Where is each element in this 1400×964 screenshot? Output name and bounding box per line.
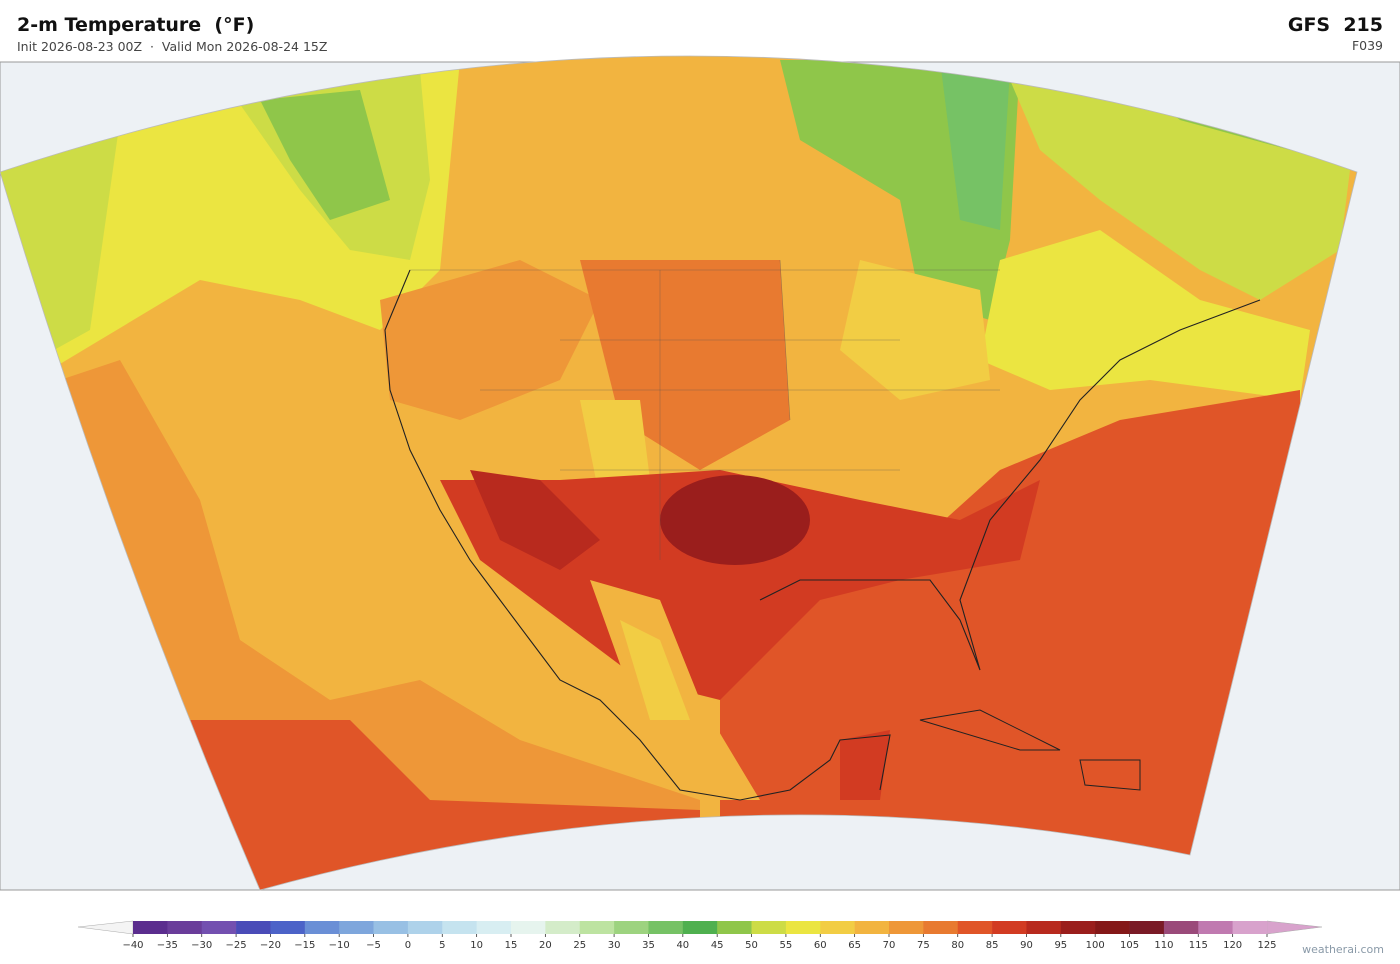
colorbar-swatch bbox=[923, 921, 959, 934]
colorbar-tick-label: −10 bbox=[329, 940, 350, 951]
colorbar-swatch bbox=[167, 921, 203, 934]
model: GFS 215 bbox=[1287, 14, 1383, 36]
colorbar-tick-label: 65 bbox=[848, 940, 861, 951]
colorbar-tick-label: 115 bbox=[1189, 940, 1208, 951]
colorbar-tick-label: 95 bbox=[1054, 940, 1067, 951]
colorbar-tick-label: 40 bbox=[676, 940, 689, 951]
colorbar-tick-label: 80 bbox=[951, 940, 964, 951]
colorbar-tick-label: 125 bbox=[1257, 940, 1276, 951]
colorbar-tick-label: 30 bbox=[608, 940, 621, 951]
colorbar-swatch bbox=[1198, 921, 1233, 934]
colorbar-swatch bbox=[476, 921, 512, 934]
colorbar-swatch bbox=[889, 921, 924, 934]
colorbar-swatch bbox=[201, 921, 237, 934]
subtitle: Init 2026-08-23 00Z · Valid Mon 2026-08-… bbox=[17, 39, 328, 54]
colorbar-tick-label: 60 bbox=[814, 940, 827, 951]
colorbar-tick-label: 70 bbox=[883, 940, 896, 951]
colorbar-swatch bbox=[854, 921, 890, 934]
colorbar-tick-label: 85 bbox=[986, 940, 999, 951]
colorbar-tick-label: −20 bbox=[260, 940, 281, 951]
colorbar-tick-label: −25 bbox=[226, 940, 247, 951]
colorbar-swatch bbox=[1060, 921, 1096, 934]
colorbar-swatch bbox=[511, 921, 546, 934]
colorbar-swatch bbox=[785, 921, 821, 934]
colorbar-swatch bbox=[442, 921, 477, 934]
colorbar-tick-label: 35 bbox=[642, 940, 655, 951]
colorbar-swatch bbox=[407, 921, 443, 934]
colorbar-swatch bbox=[373, 921, 409, 934]
colorbar-swatch bbox=[682, 921, 718, 934]
colorbar-tick-label: 0 bbox=[405, 940, 411, 951]
islands bbox=[919, 709, 1141, 791]
colorbar-tick-label: 10 bbox=[470, 940, 483, 951]
colorbar-extend-low bbox=[77, 920, 134, 935]
colorbar-swatch bbox=[957, 921, 993, 934]
colorbar-swatch bbox=[1163, 921, 1199, 934]
colorbar-tick-label: 120 bbox=[1223, 940, 1242, 951]
colorbar-tick-label: −40 bbox=[122, 940, 143, 951]
colorbar-swatch bbox=[992, 921, 1027, 934]
colorbar-swatch bbox=[1129, 921, 1165, 934]
temperature-field bbox=[0, 56, 1357, 890]
colorbar-tick-label: 55 bbox=[780, 940, 793, 951]
colorbar-tick-label: 75 bbox=[917, 940, 930, 951]
colorbar-tick-label: 90 bbox=[1020, 940, 1033, 951]
colorbar-swatch bbox=[133, 921, 168, 934]
colorbar-extend-high bbox=[1266, 920, 1323, 935]
watermark: weatherai.com bbox=[1302, 943, 1384, 956]
colorbar-tick-label: 20 bbox=[539, 940, 552, 951]
domain-edge bbox=[0, 55, 1358, 891]
colorbar-tick-label: −35 bbox=[157, 940, 178, 951]
colorbar-tick-label: 45 bbox=[711, 940, 724, 951]
colorbar-tick-label: 15 bbox=[505, 940, 518, 951]
colorbar-tick-label: 25 bbox=[573, 940, 586, 951]
colorbar-swatch bbox=[1095, 921, 1130, 934]
colorbar-tick-label: −5 bbox=[366, 940, 381, 951]
colorbar-tick-label: −30 bbox=[191, 940, 212, 951]
colorbar-swatch bbox=[579, 921, 615, 934]
colorbar-swatch bbox=[1026, 921, 1062, 934]
colorbar-swatch bbox=[614, 921, 649, 934]
colorbar-swatch bbox=[270, 921, 306, 934]
colorbar-swatch bbox=[751, 921, 787, 934]
colorbar-tick-label: 5 bbox=[439, 940, 445, 951]
colorbar-swatch bbox=[1232, 921, 1268, 934]
colorbar-swatch bbox=[717, 921, 752, 934]
colorbar-tick-label: −15 bbox=[294, 940, 315, 951]
colorbar-swatch bbox=[304, 921, 340, 934]
coastline bbox=[384, 269, 1261, 801]
colorbar-swatch bbox=[545, 921, 581, 934]
colorbar-swatch bbox=[236, 921, 271, 934]
colorbar-tick-label: 105 bbox=[1120, 940, 1139, 951]
colorbar-tick-label: 100 bbox=[1086, 940, 1105, 951]
colorbar-swatch bbox=[820, 921, 855, 934]
colorbar-tick-label: 110 bbox=[1154, 940, 1173, 951]
title: 2-m Temperature (°F) bbox=[17, 14, 255, 36]
forecast-hour: F039 bbox=[1351, 38, 1383, 53]
colorbar-tick-label: 50 bbox=[745, 940, 758, 951]
colorbar-swatch bbox=[339, 921, 374, 934]
colorbar-swatch bbox=[648, 921, 684, 934]
borders bbox=[410, 259, 1000, 560]
